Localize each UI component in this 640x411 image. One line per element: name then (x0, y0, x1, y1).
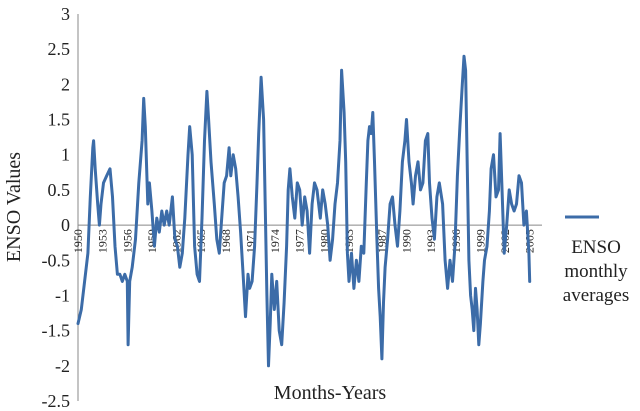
x-tick-label: 1990 (399, 229, 413, 253)
y-tick-label: -2 (55, 356, 70, 376)
y-tick-label: 1.5 (48, 110, 71, 130)
x-tick-label: 1956 (120, 229, 134, 253)
x-tick-label: 1999 (473, 229, 487, 253)
x-tick-label: 1950 (71, 229, 85, 253)
y-axis-title: ENSO Values (3, 152, 25, 262)
y-tick-label: 2.5 (48, 39, 71, 59)
y-tick-label: 3 (61, 4, 70, 24)
y-tick-label: -2.5 (42, 391, 71, 411)
x-tick-label: 1974 (268, 229, 282, 253)
y-tick-label: 0.5 (48, 180, 71, 200)
x-tick-label: 1977 (293, 229, 307, 253)
x-tick-label: 1953 (96, 229, 110, 253)
legend-label: ENSO monthly averages (563, 237, 629, 306)
y-tick-label: 1 (61, 145, 70, 165)
y-tick-label: 0 (61, 215, 70, 235)
y-tick-label: -0.5 (42, 250, 71, 270)
x-axis-tick-labels: 1950 1953 1956 1959 1962 1965 1968 1971 1974 1977… (71, 229, 537, 253)
y-axis-tick-labels: 3 2.5 2 1.5 1 0.5 0 -0.5 -1 -1.5 -2 -2.5 (42, 4, 71, 411)
x-axis-title: Months-Years (274, 382, 387, 404)
y-tick-label: -1.5 (42, 321, 71, 341)
y-tick-label: 2 (61, 74, 70, 94)
x-tick-label: 1983 (342, 229, 356, 253)
legend: ENSO monthly averages (563, 215, 629, 306)
series-line-enso-monthly-averages (76, 54, 532, 368)
x-tick-label: 1968 (219, 229, 233, 253)
y-tick-label: -1 (55, 285, 70, 305)
